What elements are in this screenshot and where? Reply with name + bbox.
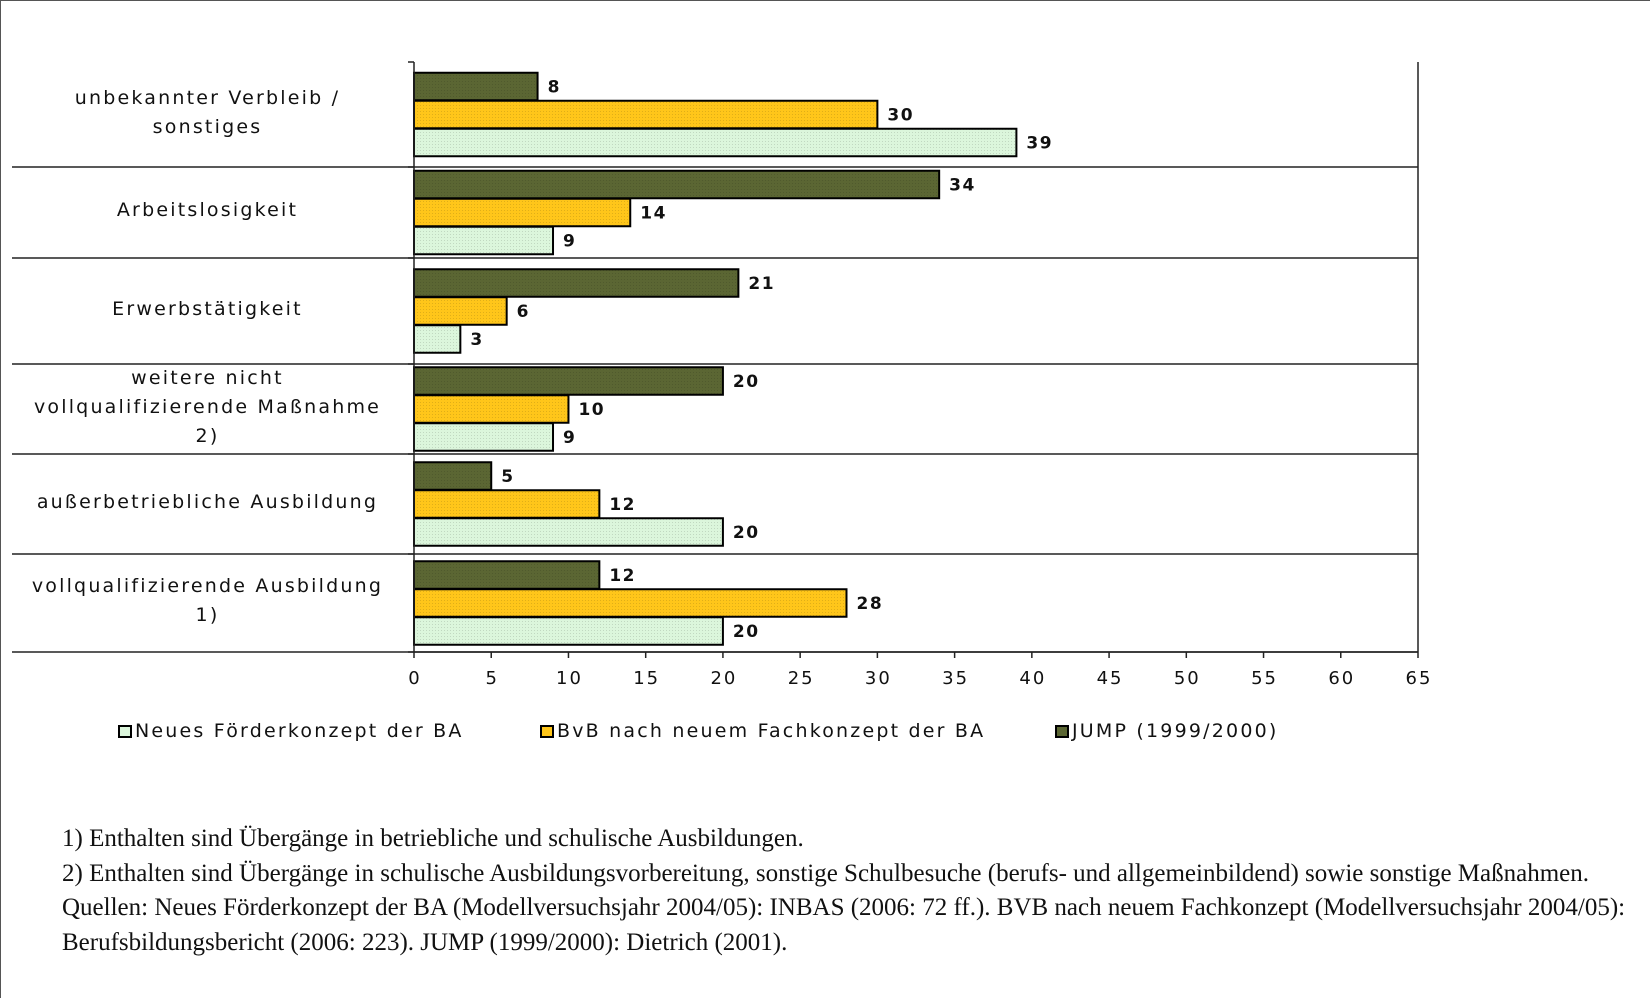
legend-label: JUMP (1999/2000) bbox=[1072, 720, 1279, 742]
data-label: 20 bbox=[733, 622, 760, 642]
bar-texture bbox=[414, 198, 631, 227]
footnote-2: 2) Enthalten sind Übergänge in schulisch… bbox=[62, 859, 1590, 887]
footnotes: 1) Enthalten sind Übergänge in betriebli… bbox=[62, 822, 1642, 960]
data-label: 3 bbox=[470, 330, 483, 350]
x-tick-label: 30 bbox=[865, 668, 892, 689]
legend-item-neues-foerderkonzept: Neues Förderkonzept der BA bbox=[118, 720, 464, 742]
legend: Neues Förderkonzept der BA BvB nach neue… bbox=[118, 720, 1418, 750]
legend-item-jump: JUMP (1999/2000) bbox=[1055, 720, 1279, 742]
bar-texture bbox=[414, 462, 492, 490]
data-label: 28 bbox=[856, 594, 883, 614]
category-label: außerbetriebliche Ausbildung bbox=[36, 490, 379, 513]
category-label: Arbeitslosigkeit bbox=[116, 199, 299, 221]
x-tick-label: 15 bbox=[633, 668, 660, 689]
x-tick-label: 55 bbox=[1251, 668, 1278, 689]
x-tick-label: 45 bbox=[1097, 668, 1124, 689]
category-label: weitere nicht vollqualifizierende Maßnah… bbox=[33, 366, 382, 447]
data-label: 34 bbox=[949, 176, 976, 196]
bar-texture bbox=[414, 170, 940, 199]
bar-texture bbox=[414, 72, 538, 101]
bar-texture bbox=[414, 561, 600, 589]
bar-texture bbox=[414, 325, 461, 353]
data-label: 14 bbox=[640, 204, 667, 224]
data-label: 39 bbox=[1026, 134, 1053, 154]
data-label: 10 bbox=[578, 400, 605, 420]
x-tick-label: 65 bbox=[1406, 668, 1433, 689]
data-label: 30 bbox=[887, 106, 914, 126]
bar-texture bbox=[414, 100, 878, 129]
data-label: 12 bbox=[609, 495, 636, 515]
legend-swatch bbox=[540, 724, 554, 738]
data-label: 5 bbox=[501, 467, 514, 487]
data-label: 9 bbox=[563, 232, 576, 252]
x-tick-label: 5 bbox=[486, 668, 499, 689]
data-label: 9 bbox=[563, 428, 576, 448]
legend-label: Neues Förderkonzept der BA bbox=[135, 720, 464, 742]
bar-texture bbox=[414, 395, 569, 423]
data-label: 20 bbox=[733, 372, 760, 392]
legend-swatch bbox=[118, 724, 132, 738]
legend-item-bvb: BvB nach neuem Fachkonzept der BA bbox=[540, 720, 985, 742]
x-tick-label: 50 bbox=[1174, 668, 1201, 689]
data-label: 12 bbox=[609, 566, 636, 586]
x-tick-label: 20 bbox=[710, 668, 737, 689]
bar-texture bbox=[414, 269, 739, 297]
legend-label: BvB nach neuem Fachkonzept der BA bbox=[557, 720, 986, 742]
bar-texture bbox=[414, 226, 554, 255]
bar-texture bbox=[414, 617, 723, 645]
legend-swatch bbox=[1055, 724, 1069, 738]
x-tick-label: 0 bbox=[408, 668, 421, 689]
x-tick-label: 60 bbox=[1328, 668, 1355, 689]
x-tick-label: 40 bbox=[1019, 668, 1046, 689]
bar-texture bbox=[414, 589, 847, 617]
category-label: unbekannter Verbleib / sonstiges bbox=[74, 86, 341, 138]
x-axis: 0 5 10 15 20 25 30 35 40 45 50 55 60 65 bbox=[408, 61, 1433, 689]
bar-texture bbox=[414, 128, 1017, 157]
data-label: 6 bbox=[517, 302, 530, 322]
category-label: Erwerbstätigkeit bbox=[112, 297, 303, 320]
bar-texture bbox=[414, 297, 507, 325]
bar-texture bbox=[414, 490, 600, 518]
footnote-1: 1) Enthalten sind Übergänge in betriebli… bbox=[62, 825, 804, 852]
data-label: 21 bbox=[748, 274, 775, 294]
data-label: 8 bbox=[548, 78, 561, 98]
sources-note: Quellen: Neues Förderkonzept der BA (Mod… bbox=[62, 894, 1626, 956]
x-tick-label: 35 bbox=[942, 668, 969, 689]
x-tick-label: 25 bbox=[788, 668, 815, 689]
category-label: vollqualifizierende Ausbildung 1) bbox=[31, 575, 384, 626]
data-label: 20 bbox=[733, 523, 760, 543]
bar-texture bbox=[414, 367, 723, 395]
bar-texture bbox=[414, 423, 554, 451]
x-tick-label: 10 bbox=[556, 668, 583, 689]
bar-texture bbox=[414, 518, 723, 546]
